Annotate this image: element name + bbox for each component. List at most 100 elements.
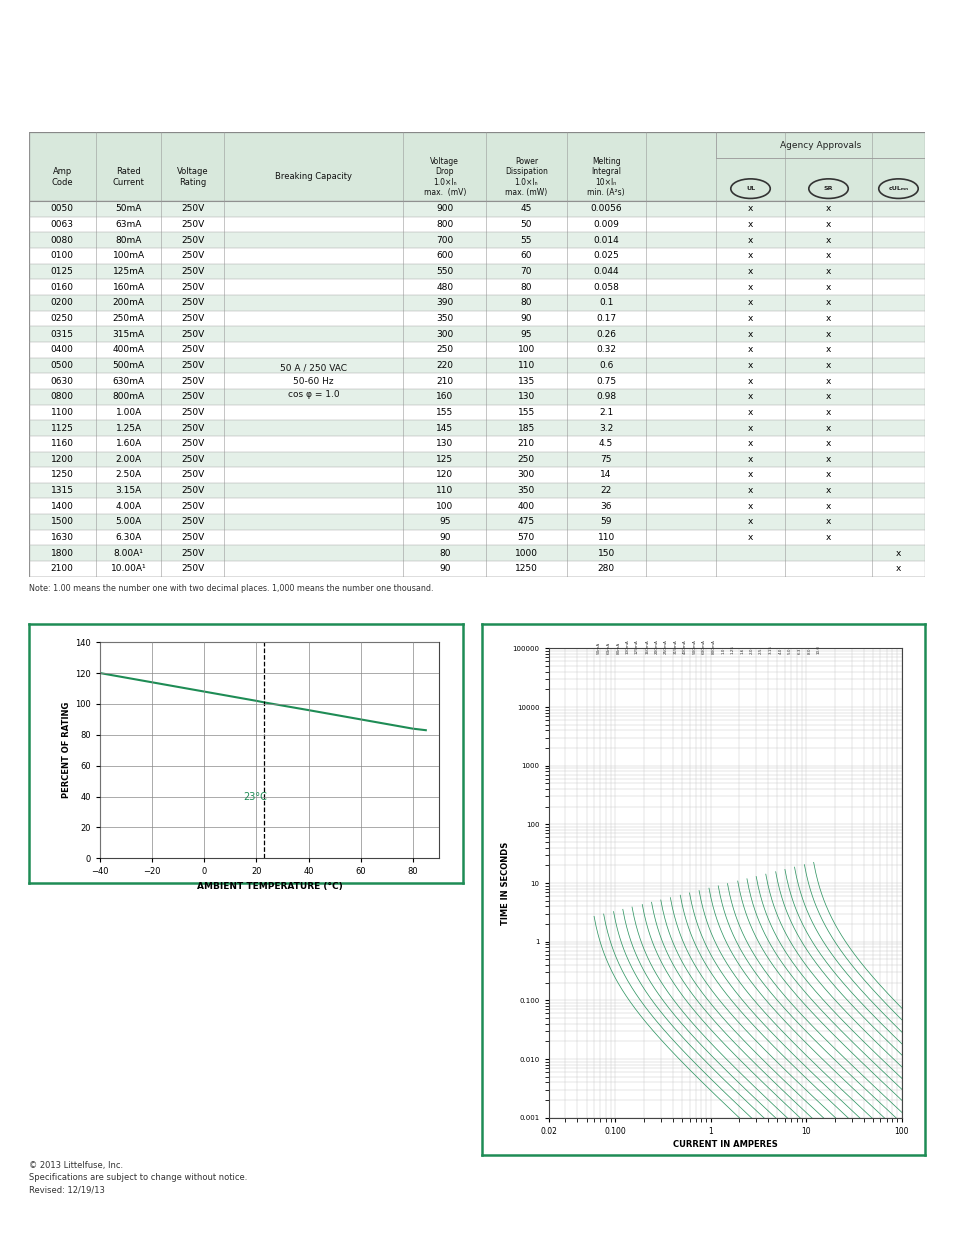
Text: x: x bbox=[747, 267, 753, 275]
Text: 1000: 1000 bbox=[515, 548, 537, 558]
Text: 800mA: 800mA bbox=[112, 393, 145, 401]
Text: © 2013 Littelfuse, Inc.
Specifications are subject to change without notice.
Rev: © 2013 Littelfuse, Inc. Specifications a… bbox=[29, 1161, 247, 1195]
Text: x: x bbox=[825, 361, 830, 370]
Text: 80: 80 bbox=[438, 548, 450, 558]
Text: 50: 50 bbox=[520, 220, 532, 228]
Text: 70: 70 bbox=[520, 267, 532, 275]
Bar bbox=[29, 452, 924, 467]
Bar bbox=[29, 295, 924, 311]
Text: 280: 280 bbox=[597, 564, 614, 573]
Text: 0400: 0400 bbox=[51, 346, 73, 354]
Text: 1500: 1500 bbox=[51, 517, 73, 526]
Text: 6.30A: 6.30A bbox=[115, 534, 142, 542]
Text: 0.025: 0.025 bbox=[593, 252, 618, 261]
Text: 0100: 0100 bbox=[51, 252, 73, 261]
Bar bbox=[715, 132, 924, 158]
Text: Breaking Capacity: Breaking Capacity bbox=[275, 173, 352, 182]
Text: x: x bbox=[747, 346, 753, 354]
Text: 36: 36 bbox=[599, 501, 611, 511]
Text: 3.2: 3.2 bbox=[598, 424, 613, 432]
Text: 400mA: 400mA bbox=[682, 640, 686, 655]
Text: 250V: 250V bbox=[181, 220, 204, 228]
Text: x: x bbox=[825, 204, 830, 214]
Text: x: x bbox=[825, 534, 830, 542]
Text: 55: 55 bbox=[520, 236, 532, 245]
Text: 6.3: 6.3 bbox=[797, 647, 801, 655]
Text: 300: 300 bbox=[436, 330, 453, 338]
Text: 630mA: 630mA bbox=[701, 640, 705, 655]
Text: 2.1: 2.1 bbox=[598, 408, 613, 417]
Text: 350: 350 bbox=[517, 487, 535, 495]
Text: 0.058: 0.058 bbox=[593, 283, 618, 291]
Text: x: x bbox=[825, 346, 830, 354]
Text: 1400: 1400 bbox=[51, 501, 73, 511]
Text: 250V: 250V bbox=[181, 346, 204, 354]
Text: 0250: 0250 bbox=[51, 314, 73, 324]
Text: 250mA: 250mA bbox=[112, 314, 145, 324]
Text: x: x bbox=[825, 377, 830, 385]
Text: x: x bbox=[747, 204, 753, 214]
Text: Radial Lead Fuses: Radial Lead Fuses bbox=[24, 17, 221, 37]
Text: x: x bbox=[825, 314, 830, 324]
Text: 90: 90 bbox=[438, 534, 450, 542]
Text: 250V: 250V bbox=[181, 440, 204, 448]
Text: x: x bbox=[747, 408, 753, 417]
Text: x: x bbox=[747, 314, 753, 324]
Text: 125mA: 125mA bbox=[635, 640, 639, 655]
Text: 0630: 0630 bbox=[51, 377, 73, 385]
Bar bbox=[29, 358, 924, 373]
Bar bbox=[29, 389, 924, 405]
Text: 250V: 250V bbox=[181, 487, 204, 495]
Text: 23°C: 23°C bbox=[243, 792, 267, 802]
Bar bbox=[29, 342, 924, 358]
Text: 110: 110 bbox=[436, 487, 453, 495]
Text: 250V: 250V bbox=[181, 252, 204, 261]
Text: x: x bbox=[825, 283, 830, 291]
Text: 0050: 0050 bbox=[51, 204, 73, 214]
Text: 1800: 1800 bbox=[51, 548, 73, 558]
Text: 0.009: 0.009 bbox=[593, 220, 618, 228]
Text: 0.17: 0.17 bbox=[596, 314, 616, 324]
Text: 1200: 1200 bbox=[51, 454, 73, 464]
Bar bbox=[29, 248, 924, 263]
Text: 0080: 0080 bbox=[51, 236, 73, 245]
Text: 1.60A: 1.60A bbox=[115, 440, 142, 448]
Text: 145: 145 bbox=[436, 424, 453, 432]
Text: 50mA: 50mA bbox=[115, 204, 142, 214]
Text: x: x bbox=[825, 330, 830, 338]
Bar bbox=[29, 405, 924, 420]
Text: x: x bbox=[825, 393, 830, 401]
Text: 250V: 250V bbox=[181, 393, 204, 401]
Text: 300: 300 bbox=[517, 471, 535, 479]
Text: x: x bbox=[747, 471, 753, 479]
Text: 1.25: 1.25 bbox=[730, 645, 734, 655]
Text: 150: 150 bbox=[597, 548, 614, 558]
Text: 160mA: 160mA bbox=[644, 640, 648, 655]
Text: 50mA: 50mA bbox=[597, 642, 600, 655]
Text: 130: 130 bbox=[517, 393, 535, 401]
Text: 250V: 250V bbox=[181, 564, 204, 573]
Text: x: x bbox=[747, 501, 753, 511]
Text: 110: 110 bbox=[517, 361, 535, 370]
Text: 185: 185 bbox=[517, 424, 535, 432]
Text: 1250: 1250 bbox=[515, 564, 537, 573]
Text: x: x bbox=[825, 408, 830, 417]
Text: 3.15A: 3.15A bbox=[115, 487, 142, 495]
Text: TR5® > Time Lag > 374 Series: TR5® > Time Lag > 374 Series bbox=[24, 58, 221, 70]
Text: 900: 900 bbox=[436, 204, 453, 214]
Bar bbox=[29, 467, 924, 483]
Text: 155: 155 bbox=[517, 408, 535, 417]
Text: Rated
Current: Rated Current bbox=[112, 167, 145, 186]
Text: 90: 90 bbox=[438, 564, 450, 573]
Text: x: x bbox=[747, 299, 753, 308]
Text: x: x bbox=[747, 377, 753, 385]
Text: 800mA: 800mA bbox=[711, 640, 715, 655]
Text: 50 A / 250 VAC
50-60 Hz
cos φ = 1.0: 50 A / 250 VAC 50-60 Hz cos φ = 1.0 bbox=[280, 363, 347, 399]
Text: 250V: 250V bbox=[181, 330, 204, 338]
Text: x: x bbox=[747, 440, 753, 448]
Text: 250V: 250V bbox=[181, 236, 204, 245]
Text: 2.00A: 2.00A bbox=[115, 454, 142, 464]
Text: 5.00A: 5.00A bbox=[115, 517, 142, 526]
Text: 1250: 1250 bbox=[51, 471, 73, 479]
Text: 10.0: 10.0 bbox=[816, 645, 820, 655]
